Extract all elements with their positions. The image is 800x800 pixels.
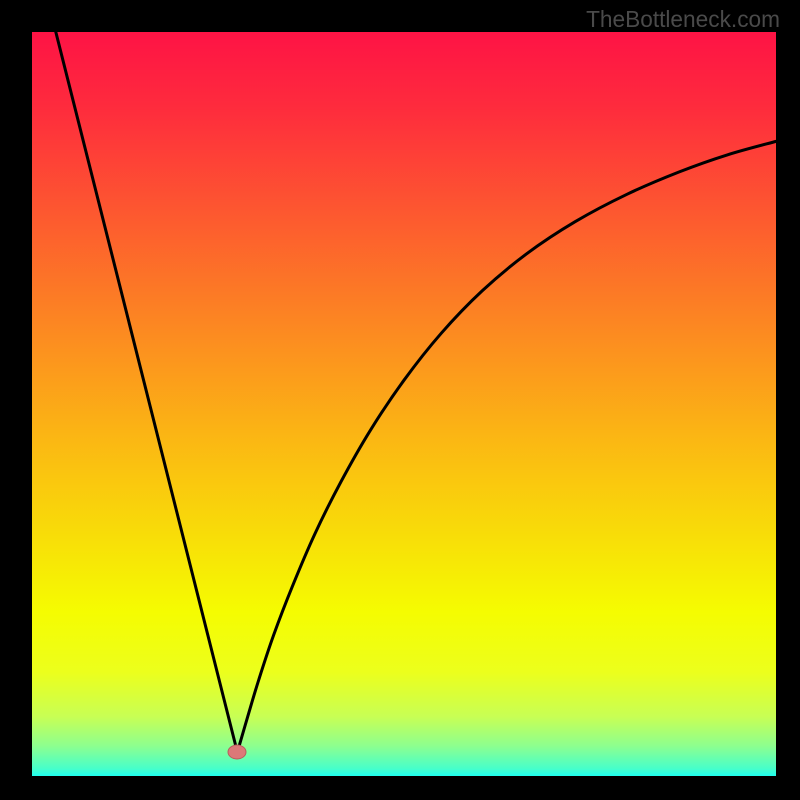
- bottleneck-curve: [32, 32, 776, 776]
- curve-path: [56, 32, 776, 752]
- optimal-point-marker: [228, 745, 247, 760]
- plot-area: [32, 32, 776, 776]
- watermark-text: TheBottleneck.com: [586, 6, 780, 33]
- chart-wrapper: TheBottleneck.com: [0, 0, 800, 800]
